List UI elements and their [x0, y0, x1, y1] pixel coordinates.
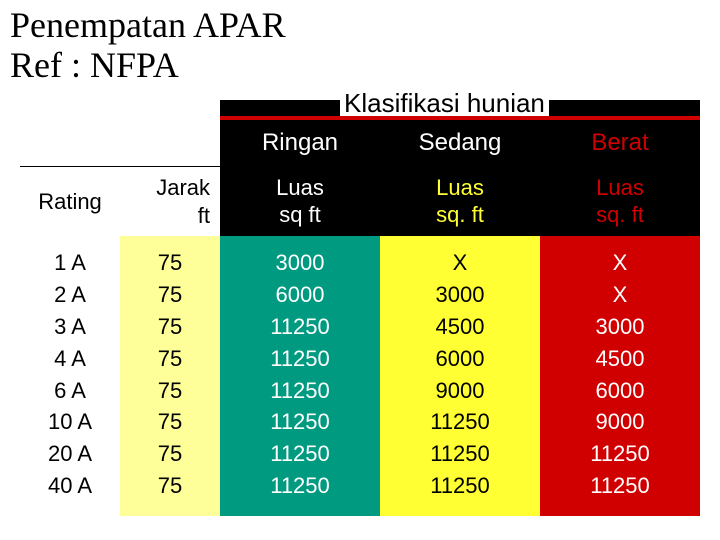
band-spacer-1 [20, 120, 120, 166]
header-berat-l1: Luas [596, 174, 644, 202]
cell-sedang-4: 9000 [436, 375, 485, 407]
col-ringan: 3000 6000 11250 11250 11250 11250 11250 … [220, 236, 380, 516]
cell-jarak-5: 75 [158, 406, 182, 438]
cell-berat-5: 9000 [596, 406, 645, 438]
band-row: Ringan Sedang Berat [20, 120, 700, 166]
cell-jarak-3: 75 [158, 343, 182, 375]
header-sedang: Luas sq. ft [380, 166, 540, 236]
cell-sedang-7: 11250 [430, 470, 490, 502]
cell-sedang-5: 11250 [430, 406, 490, 438]
cell-rating-2: 3 A [54, 311, 86, 343]
header-berat: Luas sq. ft [540, 166, 700, 236]
band-berat: Berat [540, 120, 700, 166]
col-jarak: 75 75 75 75 75 75 75 75 [120, 236, 220, 516]
band-ringan: Ringan [220, 120, 380, 166]
cell-ringan-1: 6000 [276, 279, 325, 311]
cell-berat-0: X [613, 247, 628, 279]
cell-berat-2: 3000 [596, 311, 645, 343]
title-line2: Ref : NFPA [10, 45, 179, 85]
cell-sedang-0: X [453, 247, 468, 279]
cell-sedang-1: 3000 [436, 279, 485, 311]
slide: Penempatan APAR Ref : NFPA Klasifikasi h… [0, 0, 720, 540]
header-sedang-l2: sq. ft [436, 201, 484, 229]
cell-ringan-6: 11250 [270, 438, 330, 470]
title-line1: Penempatan APAR [10, 5, 286, 45]
band-sedang: Sedang [380, 120, 540, 166]
header-ringan: Luas sq ft [220, 166, 380, 236]
header-rating: Rating [20, 166, 120, 236]
cell-rating-4: 6 A [54, 375, 86, 407]
col-sedang: X 3000 4500 6000 9000 11250 11250 11250 [380, 236, 540, 516]
header-berat-l2: sq. ft [596, 201, 644, 229]
cell-jarak-4: 75 [158, 375, 182, 407]
col-berat: X X 3000 4500 6000 9000 11250 11250 [540, 236, 700, 516]
cell-jarak-7: 75 [158, 470, 182, 502]
red-divider [220, 116, 700, 120]
cell-berat-1: X [613, 279, 628, 311]
cell-jarak-2: 75 [158, 311, 182, 343]
cell-rating-1: 2 A [54, 279, 86, 311]
cell-jarak-0: 75 [158, 247, 182, 279]
cell-berat-7: 11250 [590, 470, 650, 502]
data-row: 1 A 2 A 3 A 4 A 6 A 10 A 20 A 40 A 75 75… [20, 236, 700, 516]
cell-ringan-4: 11250 [270, 375, 330, 407]
slide-title: Penempatan APAR Ref : NFPA [10, 6, 286, 85]
cell-rating-5: 10 A [48, 406, 92, 438]
cell-jarak-1: 75 [158, 279, 182, 311]
header-sedang-l1: Luas [436, 174, 484, 202]
band-spacer-2 [120, 120, 220, 166]
cell-rating-3: 4 A [54, 343, 86, 375]
cell-sedang-2: 4500 [436, 311, 485, 343]
header-ringan-l2: sq ft [279, 201, 321, 229]
col-rating: 1 A 2 A 3 A 4 A 6 A 10 A 20 A 40 A [20, 236, 120, 516]
cell-rating-7: 40 A [48, 470, 92, 502]
cell-sedang-6: 11250 [430, 438, 490, 470]
header-jarak-l1: Jarak [156, 174, 210, 202]
cell-sedang-3: 6000 [436, 343, 485, 375]
header-jarak-l2: ft [198, 202, 210, 230]
cell-ringan-0: 3000 [276, 247, 325, 279]
apar-table: Ringan Sedang Berat Rating Jarak ft Luas… [20, 120, 700, 520]
cell-rating-6: 20 A [48, 438, 92, 470]
cell-ringan-3: 11250 [270, 343, 330, 375]
cell-jarak-6: 75 [158, 438, 182, 470]
cell-berat-3: 4500 [596, 343, 645, 375]
cell-ringan-5: 11250 [270, 406, 330, 438]
cell-berat-4: 6000 [596, 375, 645, 407]
header-row: Rating Jarak ft Luas sq ft Luas sq. ft L… [20, 166, 700, 236]
cell-berat-6: 11250 [590, 438, 650, 470]
header-jarak: Jarak ft [120, 166, 220, 236]
cell-ringan-7: 11250 [270, 470, 330, 502]
cell-rating-0: 1 A [54, 247, 86, 279]
cell-ringan-2: 11250 [270, 311, 330, 343]
header-ringan-l1: Luas [276, 174, 324, 202]
classification-label: Klasifikasi hunian [340, 88, 549, 119]
